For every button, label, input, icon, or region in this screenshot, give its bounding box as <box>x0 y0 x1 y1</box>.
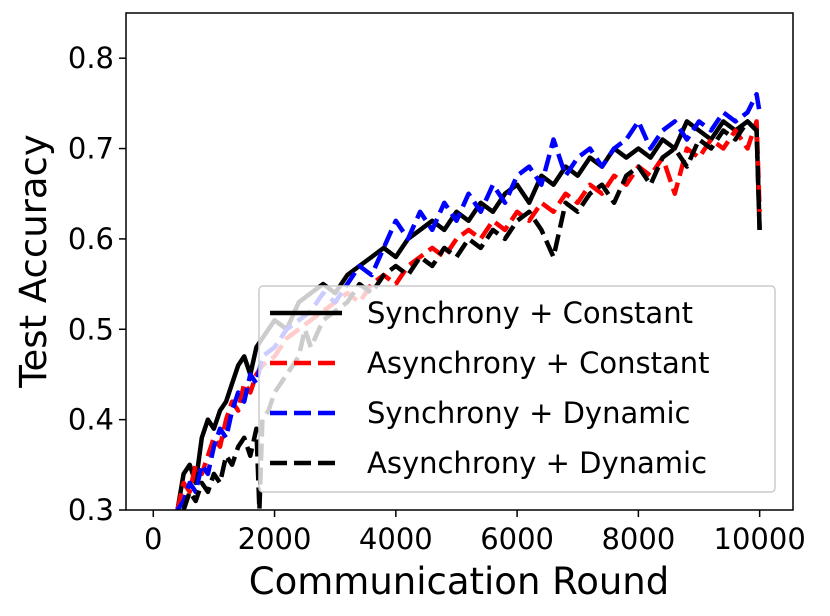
series-line-4 <box>181 119 762 510</box>
x-axis-ticks: 0 2000 4000 6000 8000 10000 <box>144 510 806 556</box>
series-layer <box>175 92 762 510</box>
legend-label-2: Asynchrony + Constant <box>367 346 710 380</box>
series-line-1 <box>175 119 762 510</box>
y-tick-label: 0.4 <box>68 403 114 437</box>
x-tick-label: 4000 <box>359 522 433 556</box>
y-tick-label: 0.7 <box>68 132 114 166</box>
legend-label-1: Synchrony + Constant <box>367 296 693 330</box>
legend-box <box>258 285 776 493</box>
x-tick-label: 10000 <box>714 522 806 556</box>
x-tick-label: 6000 <box>480 522 554 556</box>
y-axis-ticks: 0.3 0.4 0.5 0.6 0.7 0.8 <box>68 41 126 527</box>
plot-frame <box>125 12 794 511</box>
y-tick-label: 0.5 <box>68 312 114 346</box>
legend-label-4: Asynchrony + Dynamic <box>367 446 707 480</box>
y-tick-label: 0.8 <box>68 41 114 75</box>
legend-label-3: Synchrony + Dynamic <box>367 396 690 430</box>
x-tick-label: 8000 <box>601 522 675 556</box>
x-tick-label: 2000 <box>238 522 312 556</box>
legend: Synchrony + Constant Asynchrony + Constan… <box>258 285 776 493</box>
y-tick-label: 0.3 <box>68 493 114 527</box>
x-axis-title: Communication Round <box>249 560 669 603</box>
series-line-3 <box>175 92 762 510</box>
y-axis-title: Test Accuracy <box>12 134 55 389</box>
y-tick-label: 0.6 <box>68 222 114 256</box>
x-tick-label: 0 <box>144 522 162 556</box>
